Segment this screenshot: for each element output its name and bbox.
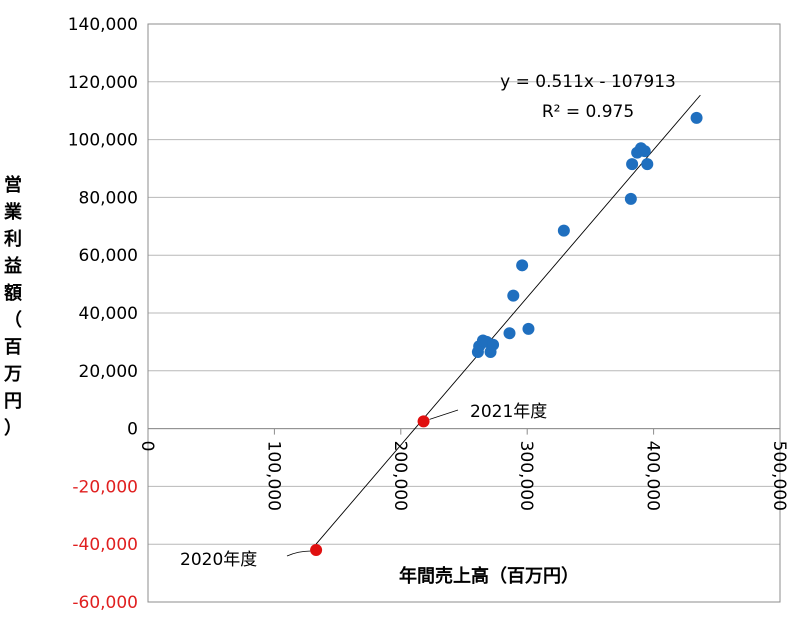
data-point — [516, 259, 529, 272]
trendline-equation: y = 0.511x - 107913 — [500, 72, 676, 92]
y-tick-label: 140,000 — [68, 15, 138, 35]
data-point — [487, 338, 500, 351]
x-tick-label: 400,000 — [643, 441, 663, 511]
data-point — [417, 415, 430, 428]
y-tick-label: -20,000 — [72, 477, 138, 497]
y-tick-label: 80,000 — [79, 188, 138, 208]
x-tick-label: 100,000 — [263, 441, 283, 511]
data-point — [557, 224, 570, 237]
data-point — [626, 158, 639, 171]
y-tick-label: 20,000 — [79, 362, 138, 382]
annotation-leader — [429, 409, 459, 420]
y-tick-label: 40,000 — [79, 304, 138, 324]
data-point — [624, 192, 637, 205]
x-tick-label: 200,000 — [390, 441, 410, 511]
data-point — [503, 327, 516, 340]
data-point — [310, 543, 323, 556]
data-point — [641, 158, 654, 171]
annotation-label: 2021年度 — [470, 402, 547, 422]
y-tick-label: -40,000 — [72, 535, 138, 555]
y-tick-label: 60,000 — [79, 246, 138, 266]
trendline-r2: R² = 0.975 — [542, 102, 634, 122]
data-point — [522, 322, 535, 335]
annotation-leader — [286, 550, 312, 557]
data-point — [507, 289, 520, 302]
x-axis-title: 年間売上高（百万円） — [399, 565, 579, 587]
x-tick-label: 300,000 — [516, 441, 536, 511]
annotation-label: 2020年度 — [180, 550, 257, 570]
y-tick-label: 120,000 — [68, 73, 138, 93]
y-tick-label: 0 — [127, 420, 138, 440]
data-point — [690, 111, 703, 124]
y-axis-label: 営業利益額（百万円） — [4, 175, 22, 439]
y-tick-label: -60,000 — [72, 593, 138, 613]
y-tick-label: 100,000 — [68, 131, 138, 151]
x-tick-label: 0 — [137, 441, 157, 452]
trendline — [315, 94, 701, 545]
data-point — [638, 145, 651, 158]
x-tick-label: 500,000 — [769, 441, 789, 511]
